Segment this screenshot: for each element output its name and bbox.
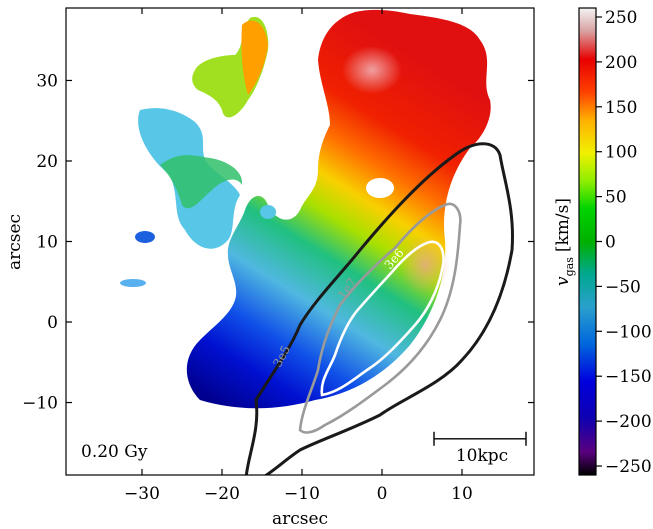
contour-3e6 [320,240,445,397]
gas-blob-cyan [120,279,146,287]
panel-time-label: 0.20 Gy [81,442,148,462]
colorbar-tick-label: −50 [605,277,641,297]
x-tick-label: −10 [284,484,320,504]
gas-hole-right [366,178,394,198]
y-tick-label: 10 [36,233,58,253]
colorbar-tick-label: 100 [605,143,637,163]
x-axis-title: arcsec [272,509,328,529]
colorbar-tick-label: 200 [605,53,637,73]
y-tick-label: 30 [36,71,58,91]
colorbar: −250 −200 −150 −100 −50 0 50 100 150 200 250 vgas [… [553,7,652,477]
scale-bar: 10kpc [433,431,527,466]
colorbar-label: vgas [km/s] [553,198,576,286]
colorbar-tick-label: 150 [605,98,637,118]
gas-main-body [186,9,491,409]
contour-1e7 [298,202,462,434]
colorbar-tick-label: −150 [605,367,652,387]
x-tick-label: 10 [451,484,473,504]
colorbar-tick-label: −200 [605,412,652,432]
colorbar-tick-label: 250 [605,8,637,28]
gas-hole-center [268,104,323,161]
colorbar-label-main: v [553,276,573,286]
colorbar-tick-label: 0 [605,233,616,253]
x-tick-label: −30 [124,484,160,504]
x-axis-ticks: −30 −20 −10 0 10 [124,8,473,504]
colorbar-tick-label: −250 [605,457,652,477]
colorbar-tick-label: −100 [605,322,652,342]
colorbar-tick-label: 50 [605,188,627,208]
scale-bar-label: 10kpc [456,446,508,466]
contour-outer [244,142,515,475]
colorbar-gradient [578,7,597,476]
gas-left-arm-green [160,155,243,209]
y-axis-ticks: −10 0 10 20 30 [22,71,534,414]
colorbar-label-unit: [km/s] [553,198,573,252]
y-tick-label: 20 [36,152,58,172]
colorbar-label-sub: gas [563,257,576,277]
y-axis-title: arcsec [5,214,25,270]
velocity-field [120,9,491,409]
gas-blob-top [260,205,276,219]
y-tick-label: −10 [22,394,58,414]
gas-hot-spot [342,46,402,94]
gas-upper-arm-orange [241,20,268,96]
colorbar-ticks: −250 −200 −150 −100 −50 0 50 100 150 200 250 [596,8,652,477]
gas-blob-blue [135,231,155,243]
x-tick-label: 0 [377,484,388,504]
x-tick-label: −20 [204,484,240,504]
density-contours [244,142,515,475]
y-tick-label: 0 [47,313,58,333]
